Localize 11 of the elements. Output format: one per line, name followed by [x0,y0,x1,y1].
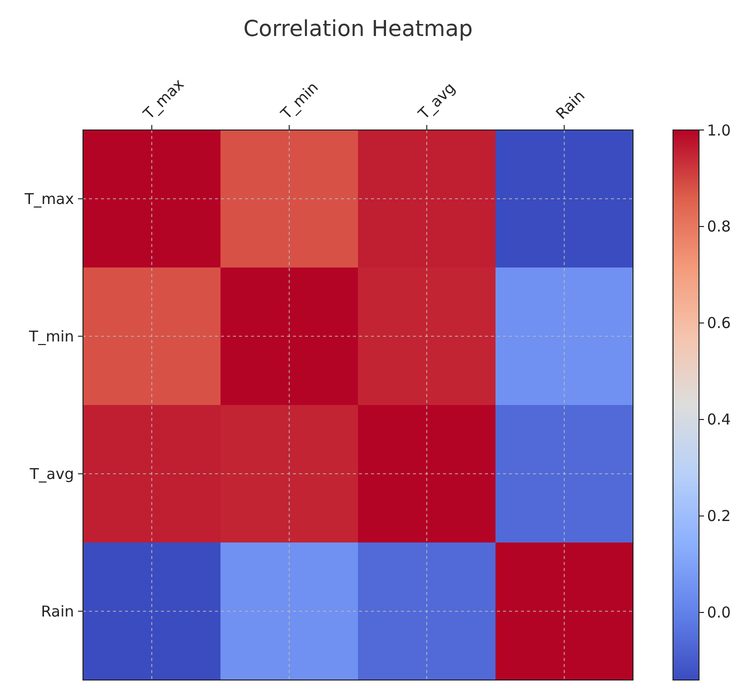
y-tick-label: T_min [28,328,74,346]
y-tick-label: T_max [24,190,74,208]
y-tick-label: Rain [41,602,74,620]
color-bar-label: 0.4 [707,410,731,429]
color-bar-label: 0.2 [707,507,731,526]
color-bar-label: 1.0 [707,121,731,140]
chart-title: Correlation Heatmap [243,17,473,42]
color-bar-label: 0.6 [707,314,731,332]
color-bar-label: 0.0 [707,604,731,622]
y-tick-label: T_avg [28,465,74,483]
color-bar-label: 0.8 [707,218,731,236]
